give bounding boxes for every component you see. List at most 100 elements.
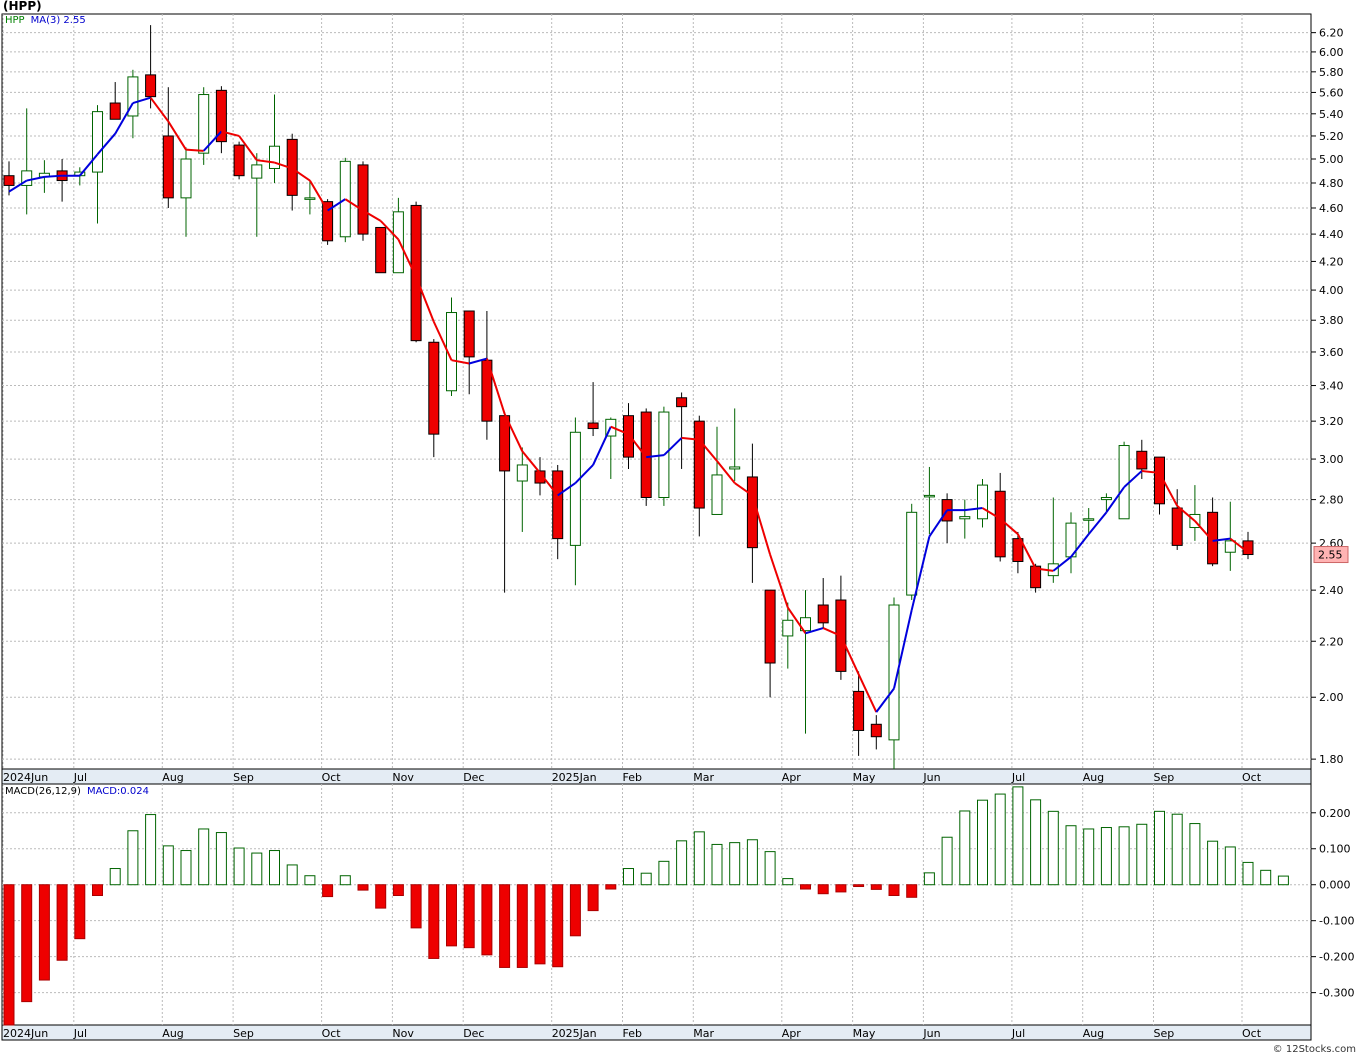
- price-tick-label: 6.20: [1319, 27, 1344, 40]
- price-tick-label: 4.60: [1319, 202, 1344, 215]
- candle-down: [357, 164, 369, 235]
- ma3-segment: [1070, 533, 1090, 558]
- candle-up: [269, 145, 280, 169]
- ma3-segment: [769, 554, 789, 608]
- ma3-segment: [1229, 537, 1249, 554]
- ma3-segment: [751, 495, 772, 555]
- price-tick-label: 4.00: [1319, 284, 1344, 297]
- ma3-segment: [716, 460, 736, 484]
- candle-up: [198, 94, 210, 154]
- date-label: 2024Jun: [3, 771, 48, 784]
- ma3-segment: [1087, 511, 1108, 535]
- ma3-segment: [432, 321, 453, 361]
- macd-date-label: Mar: [693, 1027, 714, 1040]
- ma3-segment: [610, 425, 629, 436]
- macd-date-label: Oct: [1242, 1027, 1262, 1040]
- macd-bar-positive: [1118, 826, 1130, 886]
- price-tick-label: 3.00: [1319, 453, 1344, 466]
- macd-bar-negative: [74, 884, 86, 940]
- macd-bar-negative: [38, 884, 50, 981]
- candle-down: [499, 415, 511, 472]
- ma3-segment: [1123, 470, 1143, 488]
- ma3-segment: [327, 198, 346, 212]
- ma3-segment: [805, 627, 824, 635]
- macd-bar-positive: [251, 852, 263, 886]
- ma3-segment: [928, 509, 948, 537]
- ma3-segment: [557, 482, 576, 497]
- macd-bar-positive: [1224, 846, 1236, 886]
- ma3-segment: [468, 357, 488, 365]
- candle-down: [1207, 511, 1219, 565]
- price-tick-label: 4.80: [1319, 177, 1344, 190]
- macd-bar-negative: [835, 884, 847, 893]
- macd-bar-negative: [587, 884, 599, 912]
- macd-date-label: Oct: [322, 1027, 342, 1040]
- ma3-segment: [574, 464, 594, 484]
- macd-bar-positive: [1012, 786, 1024, 886]
- ma3-segment: [875, 687, 895, 713]
- candle-up: [1224, 540, 1236, 553]
- date-label: Jul: [73, 771, 87, 784]
- macd-bar-positive: [339, 875, 351, 886]
- macd-date-label: Jul: [1011, 1027, 1025, 1040]
- candle-up: [180, 158, 192, 199]
- candle-up: [729, 466, 741, 470]
- candle-down: [693, 420, 705, 509]
- candle-up: [1118, 445, 1130, 520]
- macd-bar-negative: [481, 884, 493, 956]
- macd-bar-negative: [21, 884, 33, 1003]
- price-tick-label: 5.60: [1319, 86, 1344, 99]
- candle-down: [764, 589, 776, 664]
- macd-bar-negative: [888, 884, 900, 897]
- candle-up: [21, 170, 33, 186]
- macd-bar-negative: [605, 884, 617, 890]
- macd-bar-negative: [463, 884, 475, 949]
- candle-up: [392, 211, 404, 274]
- candle-down: [1242, 540, 1254, 556]
- macd-bar-positive: [1030, 799, 1042, 886]
- date-label: Sep: [233, 771, 254, 784]
- price-tick-label: 5.20: [1319, 130, 1344, 143]
- ma3-segment: [256, 159, 275, 164]
- ma3-segment: [539, 472, 559, 497]
- legend-ma-label: MA(3): [30, 15, 61, 26]
- ma3-segment: [221, 130, 240, 137]
- price-tick-label: 2.00: [1319, 691, 1344, 704]
- candle-up: [339, 160, 351, 238]
- macd-bar-positive: [109, 868, 121, 886]
- macd-bar-negative: [906, 884, 918, 898]
- price-tick-label: 2.20: [1319, 635, 1344, 648]
- candle-down: [463, 310, 475, 358]
- price-tick-label: 1.80: [1319, 753, 1344, 766]
- ma3-segment: [291, 167, 311, 182]
- macd-bar-positive: [693, 831, 705, 886]
- macd-bar-positive: [923, 872, 935, 886]
- macd-bar-positive: [729, 842, 741, 886]
- macd-bar-negative: [322, 884, 334, 898]
- ma3-segment: [238, 135, 258, 161]
- macd-panel: [1, 783, 1312, 1026]
- macd-date-label: Jul: [73, 1027, 87, 1040]
- candle-up: [959, 516, 971, 520]
- ma3-segment: [839, 635, 860, 675]
- ma3-segment: [1052, 556, 1072, 572]
- macd-bar-negative: [552, 884, 564, 968]
- candle-down: [322, 201, 334, 242]
- macd-bar-positive: [1171, 813, 1183, 886]
- price-tick-label: 5.80: [1319, 66, 1344, 79]
- macd-bar-positive: [623, 868, 634, 886]
- macd-tick-label: -0.200: [1319, 951, 1354, 964]
- ma3-segment: [734, 482, 753, 497]
- date-label: Jun: [922, 771, 940, 784]
- macd-bar-negative: [499, 884, 511, 968]
- macd-bar-negative: [817, 884, 829, 895]
- price-tick-label: 4.40: [1319, 228, 1344, 241]
- candle-down: [1012, 538, 1024, 562]
- ma3-segment: [521, 450, 541, 474]
- macd-bar-negative: [357, 884, 369, 891]
- candle-down: [215, 89, 227, 143]
- price-date-strip: [1, 768, 1312, 785]
- ma3-segment: [26, 175, 45, 182]
